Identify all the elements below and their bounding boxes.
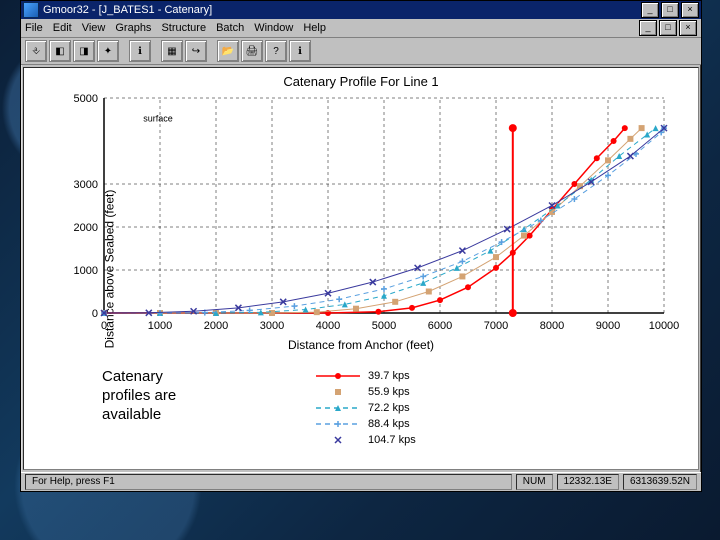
- menu-graphs[interactable]: Graphs: [115, 22, 151, 34]
- legend-label: 39.7 kps: [368, 370, 410, 382]
- mdi-close-button[interactable]: ×: [679, 20, 697, 36]
- menu-bar: File Edit View Graphs Structure Batch Wi…: [21, 19, 701, 38]
- svg-text:6000: 6000: [428, 320, 452, 332]
- svg-text:3000: 3000: [260, 320, 284, 332]
- app-icon: [23, 2, 39, 18]
- svg-text:0: 0: [92, 308, 98, 320]
- legend-label: 88.4 kps: [368, 418, 410, 430]
- legend-item: 88.4 kps: [314, 416, 416, 432]
- caption-text: Catenaryprofiles areavailable: [102, 368, 176, 424]
- application-window: Gmoor32 - [J_BATES1 - Catenary] _ □ × Fi…: [20, 0, 702, 492]
- svg-text:1000: 1000: [74, 265, 98, 277]
- menu-structure[interactable]: Structure: [161, 22, 206, 34]
- legend-label: 72.2 kps: [368, 402, 410, 414]
- toolbar-button-3[interactable]: ◨: [73, 40, 95, 62]
- toolbar-button-print[interactable]: 🖨: [241, 40, 263, 62]
- svg-text:10000: 10000: [649, 320, 680, 332]
- legend-item: 55.9 kps: [314, 384, 416, 400]
- svg-text:3000: 3000: [74, 179, 98, 191]
- status-help: For Help, press F1: [25, 474, 512, 490]
- status-coord-n: 6313639.52N: [623, 474, 697, 490]
- toolbar-button-run[interactable]: ▦: [161, 40, 183, 62]
- toolbar: ⎀ ◧ ◨ ✦ ℹ ▦ ↪ 📂 🖨 ? ℹ: [21, 38, 701, 65]
- toolbar-button-about[interactable]: ℹ: [289, 40, 311, 62]
- chart-legend: 39.7 kps 55.9 kps 72.2 kps 88.4 kps 104.7 kp…: [314, 368, 416, 448]
- svg-text:8000: 8000: [540, 320, 564, 332]
- close-button[interactable]: ×: [681, 2, 699, 18]
- legend-label: 104.7 kps: [368, 434, 416, 446]
- toolbar-button-step[interactable]: ↪: [185, 40, 207, 62]
- menu-window[interactable]: Window: [254, 22, 293, 34]
- chart-area: Catenary Profile For Line 1 Distance abo…: [23, 67, 699, 470]
- svg-text:0: 0: [101, 320, 107, 332]
- svg-text:5000: 5000: [74, 93, 98, 105]
- window-title: Gmoor32 - [J_BATES1 - Catenary]: [43, 4, 641, 16]
- menu-edit[interactable]: Edit: [53, 22, 72, 34]
- svg-text:5000: 5000: [372, 320, 396, 332]
- status-coord-e: 12332.13E: [557, 474, 619, 490]
- minimize-button[interactable]: _: [641, 2, 659, 18]
- toolbar-button-help[interactable]: ?: [265, 40, 287, 62]
- svg-text:7000: 7000: [484, 320, 508, 332]
- status-bar: For Help, press F1 NUM 12332.13E 6313639…: [21, 472, 701, 491]
- mdi-minimize-button[interactable]: _: [639, 20, 657, 36]
- menu-batch[interactable]: Batch: [216, 22, 244, 34]
- legend-item: 39.7 kps: [314, 368, 416, 384]
- toolbar-button-1[interactable]: ⎀: [25, 40, 47, 62]
- status-num: NUM: [516, 474, 553, 490]
- svg-text:surface: surface: [143, 114, 173, 124]
- mdi-maximize-button[interactable]: □: [659, 20, 677, 36]
- svg-text:9000: 9000: [596, 320, 620, 332]
- legend-item: 72.2 kps: [314, 400, 416, 416]
- toolbar-button-2[interactable]: ◧: [49, 40, 71, 62]
- title-bar[interactable]: Gmoor32 - [J_BATES1 - Catenary] _ □ ×: [21, 1, 701, 19]
- svg-text:2000: 2000: [74, 222, 98, 234]
- menu-file[interactable]: File: [25, 22, 43, 34]
- toolbar-button-info[interactable]: ℹ: [129, 40, 151, 62]
- legend-label: 55.9 kps: [368, 386, 410, 398]
- toolbar-button-open[interactable]: 📂: [217, 40, 239, 62]
- svg-text:1000: 1000: [148, 320, 172, 332]
- maximize-button[interactable]: □: [661, 2, 679, 18]
- catenary-plot: 0 1000 2000 3000 4000 5000 6000 7000 8000 9000 100…: [24, 68, 704, 353]
- svg-text:4000: 4000: [316, 320, 340, 332]
- svg-text:2000: 2000: [204, 320, 228, 332]
- menu-help[interactable]: Help: [303, 22, 326, 34]
- x-axis-label: Distance from Anchor (feet): [24, 338, 698, 352]
- legend-item: 104.7 kps: [314, 432, 416, 448]
- toolbar-button-4[interactable]: ✦: [97, 40, 119, 62]
- menu-view[interactable]: View: [82, 22, 106, 34]
